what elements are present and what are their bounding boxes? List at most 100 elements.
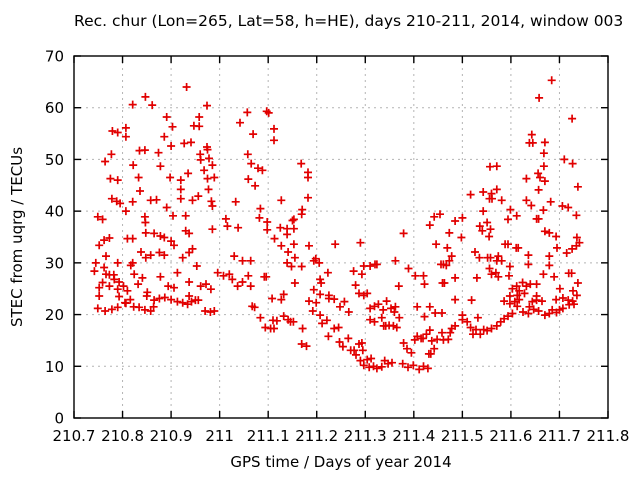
scatter-point [491, 268, 500, 277]
scatter-point [297, 262, 306, 271]
scatter-point [520, 289, 529, 298]
scatter-point [568, 159, 577, 168]
scatter-point [100, 236, 109, 245]
scatter-point [522, 196, 531, 205]
scatter-point [463, 317, 472, 326]
scatter-point [488, 194, 496, 203]
scatter-point [256, 313, 265, 322]
scatter-point [270, 234, 279, 243]
scatter-point [160, 233, 169, 242]
scatter-point [297, 210, 306, 219]
scatter-point [173, 268, 182, 277]
scatter-point [388, 358, 396, 367]
scatter-point [568, 244, 577, 253]
scatter-point [323, 268, 332, 277]
scatter-point [504, 312, 512, 321]
scatter-point [105, 282, 114, 291]
scatter-point [445, 228, 454, 237]
scatter-point [358, 346, 367, 355]
scatter-point [366, 304, 375, 313]
scatter-point [515, 295, 524, 304]
scatter-point [331, 240, 340, 249]
scatter-point [403, 344, 411, 353]
scatter-point [573, 279, 582, 287]
scatter-point [107, 150, 116, 159]
scatter-point [297, 340, 306, 348]
scatter-point [512, 282, 521, 291]
scatter-point [532, 296, 541, 305]
scatter-point [290, 279, 299, 287]
scatter-point [243, 150, 252, 159]
scatter-point [351, 281, 360, 290]
scatter-point [207, 197, 216, 206]
scatter-point [244, 271, 253, 280]
scatter-point [176, 185, 185, 194]
scatter-point [192, 262, 201, 270]
scatter-point [432, 240, 441, 249]
scatter-point [572, 233, 581, 242]
scatter-point [558, 304, 567, 313]
scatter-point [194, 296, 203, 305]
scatter-point [93, 304, 102, 313]
scatter-point [494, 272, 503, 281]
scatter-point [231, 197, 240, 206]
scatter-point [256, 204, 265, 213]
scatter-point [108, 127, 117, 135]
scatter-point [152, 195, 161, 204]
scatter-point [492, 321, 501, 330]
scatter-point [540, 177, 549, 186]
scatter-point [289, 215, 298, 224]
scatter-point [249, 130, 258, 139]
scatter-point [367, 354, 376, 363]
x-tick-label: 211 [205, 427, 234, 445]
scatter-point [160, 132, 169, 141]
scatter-point [466, 190, 475, 199]
scatter-point [234, 223, 243, 232]
scatter-point [289, 224, 298, 233]
scatter-point [379, 305, 388, 314]
scatter-point [545, 261, 554, 270]
scatter-point [187, 297, 196, 306]
scatter-point [138, 273, 147, 282]
scatter-point [121, 132, 130, 141]
x-tick-label: 211.5 [441, 427, 484, 445]
scatter-point [121, 299, 130, 308]
scatter-point [500, 297, 509, 306]
scatter-point [514, 243, 523, 252]
scatter-point [534, 169, 543, 178]
scatter-point [272, 316, 281, 325]
scatter-point [176, 194, 185, 203]
scatter-point [572, 291, 581, 300]
scatter-point [529, 305, 538, 314]
scatter-point [372, 364, 381, 373]
scatter-point [121, 207, 130, 216]
scatter-point [146, 307, 155, 315]
scatter-point [270, 124, 278, 133]
scatter-point [426, 349, 435, 358]
scatter-point [476, 330, 485, 339]
scatter-point [485, 232, 494, 241]
scatter-point [254, 164, 262, 173]
scatter-point [317, 279, 326, 287]
scatter-point [136, 187, 144, 195]
scatter-point [100, 263, 109, 272]
scatter-point [263, 225, 272, 234]
scatter-point [363, 355, 372, 364]
scatter-point [471, 248, 479, 256]
scatter-point [123, 286, 132, 295]
scatter-point [204, 185, 213, 194]
scatter-point [258, 166, 267, 175]
scatter-point [352, 350, 360, 359]
scatter-point [146, 251, 155, 260]
scatter-point [539, 270, 548, 279]
scatter-point [233, 282, 242, 291]
scatter-point [425, 221, 434, 230]
scatter-point [238, 256, 247, 265]
y-tick-label: 60 [45, 99, 64, 117]
scatter-point [569, 286, 577, 295]
scatter-point [208, 225, 217, 234]
scatter-point [91, 258, 100, 267]
scatter-point [238, 278, 247, 286]
scatter-point [236, 118, 244, 127]
scatter-point [404, 363, 412, 372]
